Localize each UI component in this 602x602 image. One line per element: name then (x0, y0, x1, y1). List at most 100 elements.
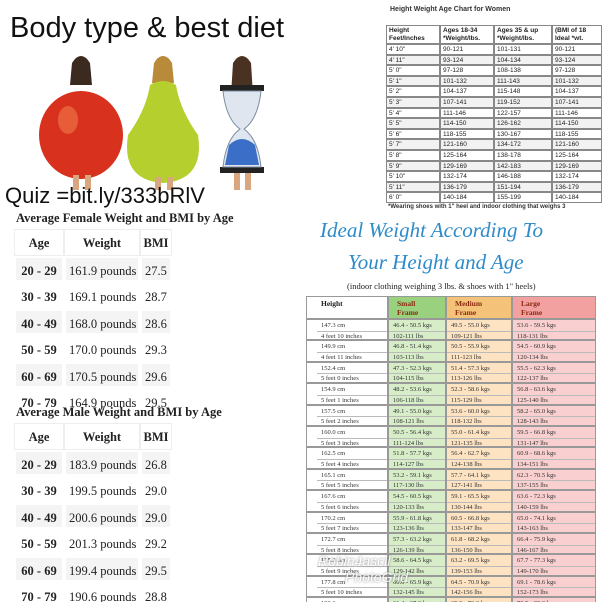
table-cell: 53.2 - 59.1 kgs 117-130 lbs (388, 468, 446, 491)
cell-line: 120-133 lbs (389, 501, 445, 511)
cell-line: 51.4 - 57.3 kgs (451, 364, 490, 372)
table-cell: 58.2 - 65.0 kgs 128-143 lbs (512, 404, 596, 426)
cell-line: 160.0 cm (321, 429, 346, 436)
table-cell: 101-132 (440, 75, 494, 87)
table-cell: 90-121 (552, 44, 602, 55)
table-cell: 104-134 (494, 54, 552, 66)
cell-line: 103-113 lbs (389, 351, 445, 361)
cell-line: 50.5 - 55.9 kgs (451, 343, 490, 351)
table-cell: 111-146 (552, 107, 602, 119)
table-cell: 172.7 cm 5 feet 8 inches (306, 533, 388, 555)
table-cell: 65.9 - 72.3 kgs145-159 lbs (446, 597, 512, 602)
cell-line: 172.7 cm (321, 536, 346, 543)
table-cell: 56.4 - 62.7 kgs 124-138 lbs (446, 447, 512, 469)
table-cell: 54.5 - 60.9 kgs 120-134 lbs (512, 340, 596, 362)
table-cell: 149.9 cm 4 feet 11 inches (306, 340, 388, 362)
cell-line: 121-135 lbs (447, 437, 511, 446)
cell-line: 54.5 - 60.9 kgs (517, 343, 556, 351)
table-cell: 29.2 (140, 529, 172, 556)
table-cell: 29.0 (140, 476, 172, 503)
cell-line: 152-173 lbs (513, 587, 595, 596)
table-cell: 162.5 cm 5 feet 4 inches (306, 447, 388, 469)
header-cell: (BMI of 18 Ideal *wt. (552, 25, 602, 44)
header-line: Ages 18-34 (443, 27, 478, 34)
table-cell: 169.1 pounds (64, 282, 140, 309)
cell-line: 146-167 lbs (513, 544, 595, 553)
footnote: *Wearing shoes with 1" heel and indoor c… (388, 204, 566, 210)
section-title: Ideal Weight According To (320, 218, 544, 242)
cell-line: 52.3 - 58.6 kgs (451, 386, 490, 394)
apple-figure (39, 56, 123, 190)
table-cell: 63.6 - 72.3 kgs 140-159 lbs (512, 490, 596, 512)
table-cell: 40 - 49 (14, 308, 64, 335)
table-title: Average Male Weight and BMI by Age (16, 405, 222, 419)
body-type-figures (39, 56, 264, 190)
cell-line: 53.6 - 59.5 kgs (517, 322, 556, 329)
cell-line: 167.6 cm (321, 493, 346, 501)
table-cell: 60.5 - 66.8 kgs 133-147 lbs (446, 511, 512, 533)
table-cell: 28.6 (140, 308, 172, 335)
table-cell: 63.2 - 69.5 kgs 139-153 lbs (446, 554, 512, 576)
table-cell: 28.8 (140, 582, 172, 602)
cell-line: 5 feet 4 inches (317, 458, 387, 468)
cell-line: 142-156 lbs (447, 587, 511, 596)
cell-line: 147.3 cm (321, 322, 346, 329)
table-cell: 70 - 79 (14, 388, 64, 415)
title: Body type & best diet (10, 12, 285, 44)
table-cell: 104-137 (552, 86, 602, 97)
cell-line: 5 feet 9 inches (317, 565, 387, 575)
cell-line: 59.1 - 65.5 kgs (451, 493, 490, 501)
table-cell: 50 - 59 (14, 335, 64, 362)
header-cell: Height (306, 296, 388, 319)
cell-line: 69.1 - 78.6 kgs (517, 578, 556, 586)
cell-line: 117-130 lbs (389, 480, 445, 489)
table-cell: 121-160 (440, 139, 494, 150)
table-cell: 51.8 - 57.7 kgs 114-127 lbs (388, 447, 446, 469)
cell-line: 114-127 lbs (389, 458, 445, 468)
cell-line: 118-132 lbs (447, 416, 511, 425)
cell-line: 120-134 lbs (513, 351, 595, 361)
cell-line: 56.8 - 63.6 kgs (517, 386, 556, 394)
table-cell: 147.3 cm 4 feet 10 inches (306, 319, 388, 341)
cell-line: 137-155 lbs (513, 480, 595, 489)
table-cell: 29.3 (140, 335, 172, 362)
header-line: Ideal *wt. (555, 35, 584, 42)
table-cell: 157.5 cm 5 feet 2 inches (306, 404, 388, 426)
cell-line: 180.3 cm (321, 599, 387, 602)
table-cell: 29.0 (140, 502, 172, 529)
table-cell: 5' 8" (386, 150, 440, 161)
table-cell: 199.5 pounds (64, 476, 140, 503)
cell-line: 131-147 lbs (513, 437, 595, 446)
cell-line: 125-140 lbs (513, 394, 595, 404)
table-cell: 57.3 - 63.2 kgs 126-139 lbs (388, 533, 446, 555)
cell-line: 67.7 - 77.3 kgs (517, 557, 556, 565)
table-cell: 70 - 79 (14, 582, 64, 602)
cell-line: 127-141 lbs (447, 480, 511, 489)
table-cell: 50.5 - 56.4 kgs 111-124 lbs (388, 426, 446, 448)
cell-line: 5 feet 6 inches (317, 501, 387, 511)
table-cell: 93-124 (440, 54, 494, 66)
table-cell: 142-183 (494, 160, 552, 172)
table-cell: 115-148 (494, 86, 552, 97)
cell-line: 47.3 - 52.3 kgs (393, 364, 432, 372)
cell-line: 66.4 - 75.9 kgs (517, 536, 556, 543)
table-cell: 52.3 - 58.6 kgs 115-129 lbs (446, 383, 512, 405)
cell-line: 109-121 lbs (447, 330, 511, 339)
table-cell: 5' 3" (386, 97, 440, 108)
table-cell: 55.9 - 61.8 kgs 123-136 lbs (388, 511, 446, 533)
cell-line: 49.1 - 55.0 kgs (393, 407, 432, 415)
table-cell: 125-164 (440, 150, 494, 161)
watermark: PhotoGrid (345, 569, 409, 585)
cell-line: 5 feet 2 inches (317, 416, 387, 425)
table-cell: 4' 10" (386, 44, 440, 55)
cell-line: 113-126 lbs (447, 373, 511, 382)
cell-line: 51.8 - 57.7 kgs (393, 450, 432, 458)
cell-line: 57.3 - 63.2 kgs (393, 536, 432, 543)
table-cell: 134-172 (494, 139, 552, 150)
cell-line: 53.2 - 59.1 kgs (393, 471, 432, 479)
cell-line: 152.4 cm (321, 364, 346, 372)
cell-line: 49.5 - 55.0 kgs (451, 322, 490, 329)
table-cell: 101-131 (494, 44, 552, 55)
table-cell: 20 - 29 (14, 449, 64, 476)
